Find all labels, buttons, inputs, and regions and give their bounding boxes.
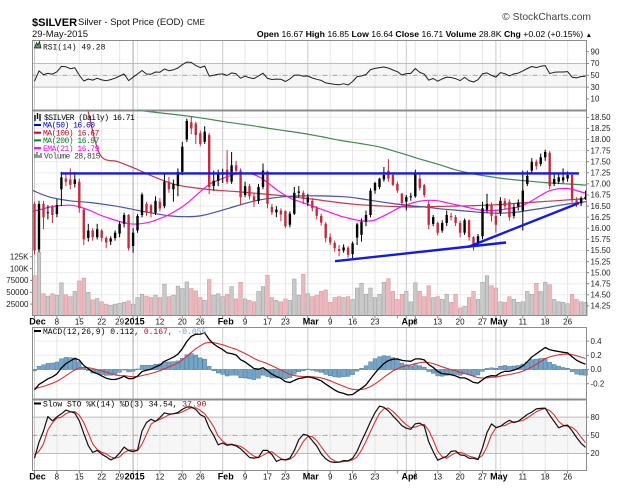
svg-text:May: May <box>490 317 508 327</box>
svg-text:18.25: 18.25 <box>591 124 612 133</box>
svg-text:16: 16 <box>348 473 357 482</box>
svg-text:2015: 2015 <box>125 317 145 327</box>
svg-text:9: 9 <box>328 473 333 482</box>
svg-text:16.75: 16.75 <box>591 191 612 200</box>
svg-text:22: 22 <box>97 473 106 482</box>
svg-text:15.50: 15.50 <box>591 246 612 255</box>
svg-text:20: 20 <box>456 473 465 482</box>
svg-text:15.00: 15.00 <box>591 268 612 277</box>
svg-text:15: 15 <box>75 473 84 482</box>
svg-text:15.75: 15.75 <box>591 235 612 244</box>
svg-text:100K: 100K <box>10 264 29 273</box>
svg-text:22: 22 <box>97 318 106 327</box>
svg-text:13: 13 <box>433 318 442 327</box>
svg-text:9: 9 <box>243 318 248 327</box>
svg-text:23: 23 <box>371 473 380 482</box>
svg-text:125K: 125K <box>10 252 29 261</box>
svg-text:26: 26 <box>563 473 572 482</box>
svg-text:18.50: 18.50 <box>591 113 612 122</box>
svg-text:Slow STO %K(14) %D(3) 34.54, 3: Slow STO %K(14) %D(3) 34.54, 37.90 <box>43 401 206 410</box>
svg-text:29: 29 <box>115 473 124 482</box>
svg-text:CME: CME <box>187 18 205 27</box>
svg-text:17.25: 17.25 <box>591 169 612 178</box>
svg-text:Volume 28,815: Volume 28,815 <box>44 153 101 162</box>
svg-text:50: 50 <box>591 71 600 80</box>
svg-text:80: 80 <box>591 413 600 422</box>
svg-text:17.00: 17.00 <box>591 180 612 189</box>
svg-text:75000: 75000 <box>6 276 29 285</box>
svg-text:17: 17 <box>263 473 272 482</box>
svg-text:14.25: 14.25 <box>591 302 612 311</box>
svg-text:10: 10 <box>591 95 600 104</box>
svg-text:27: 27 <box>478 318 487 327</box>
svg-text:25000: 25000 <box>6 300 29 309</box>
svg-text:50000: 50000 <box>6 288 29 297</box>
svg-text:9: 9 <box>243 473 248 482</box>
svg-text:16.00: 16.00 <box>591 224 612 233</box>
svg-text:16.50: 16.50 <box>591 202 612 211</box>
svg-text:20: 20 <box>178 318 187 327</box>
svg-text:8: 8 <box>55 473 60 482</box>
svg-text:15: 15 <box>75 318 84 327</box>
svg-text:11: 11 <box>519 473 528 482</box>
svg-text:16.25: 16.25 <box>591 213 612 222</box>
svg-text:11: 11 <box>519 318 528 327</box>
svg-text:Mar: Mar <box>303 472 320 482</box>
svg-text:14.50: 14.50 <box>591 291 612 300</box>
svg-text:14.75: 14.75 <box>591 279 612 288</box>
svg-text:70: 70 <box>591 59 600 68</box>
svg-text:12: 12 <box>155 473 164 482</box>
svg-text:90: 90 <box>591 47 600 56</box>
svg-text:Dec: Dec <box>29 317 46 327</box>
svg-text:26: 26 <box>563 318 572 327</box>
svg-text:15.25: 15.25 <box>591 257 612 266</box>
svg-text:18.00: 18.00 <box>591 135 612 144</box>
svg-text:2015: 2015 <box>125 472 145 482</box>
svg-text:26: 26 <box>196 473 205 482</box>
svg-text:© StockCharts.com: © StockCharts.com <box>502 12 591 23</box>
svg-text:17: 17 <box>263 318 272 327</box>
svg-text:16: 16 <box>348 318 357 327</box>
svg-text:27: 27 <box>478 473 487 482</box>
svg-text:20: 20 <box>178 473 187 482</box>
svg-text:17.75: 17.75 <box>591 146 612 155</box>
svg-text:Feb: Feb <box>218 472 235 482</box>
svg-text:23: 23 <box>281 473 290 482</box>
svg-text:18: 18 <box>541 318 550 327</box>
svg-text:0.0: 0.0 <box>591 365 603 374</box>
svg-text:26: 26 <box>196 318 205 327</box>
svg-text:29-May-2015: 29-May-2015 <box>32 29 88 40</box>
svg-text:6: 6 <box>413 473 418 482</box>
svg-text:50: 50 <box>591 431 600 440</box>
svg-text:Mar: Mar <box>303 317 320 327</box>
svg-text:6: 6 <box>413 318 418 327</box>
svg-text:Dec: Dec <box>29 472 46 482</box>
svg-text:13: 13 <box>433 473 442 482</box>
svg-text:18: 18 <box>541 473 550 482</box>
svg-text:30: 30 <box>591 83 600 92</box>
svg-text:20: 20 <box>591 449 600 458</box>
svg-text:20: 20 <box>456 318 465 327</box>
svg-text:12: 12 <box>155 318 164 327</box>
svg-text:0.2: 0.2 <box>591 351 603 360</box>
svg-text:8: 8 <box>55 318 60 327</box>
svg-text:Feb: Feb <box>218 317 235 327</box>
svg-text:MACD(12,26,9) 0.112, 0.167, -0: MACD(12,26,9) 0.112, 0.167, -0.055 <box>43 328 206 337</box>
svg-text:23: 23 <box>371 318 380 327</box>
svg-text:0.4: 0.4 <box>591 337 603 346</box>
svg-text:Silver - Spot Price (EOD): Silver - Spot Price (EOD) <box>78 17 184 28</box>
svg-text:17.50: 17.50 <box>591 157 612 166</box>
svg-text:9: 9 <box>328 318 333 327</box>
svg-text:29: 29 <box>115 318 124 327</box>
svg-text:23: 23 <box>281 318 290 327</box>
svg-text:Open 16.67 High 16.85 Low 16.6: Open 16.67 High 16.85 Low 16.64 Close 16… <box>257 29 592 39</box>
svg-text:-0.2: -0.2 <box>591 379 605 388</box>
svg-text:$SILVER: $SILVER <box>32 17 77 29</box>
svg-text:May: May <box>490 472 508 482</box>
svg-text:RSI(14) 49.28: RSI(14) 49.28 <box>43 44 106 53</box>
